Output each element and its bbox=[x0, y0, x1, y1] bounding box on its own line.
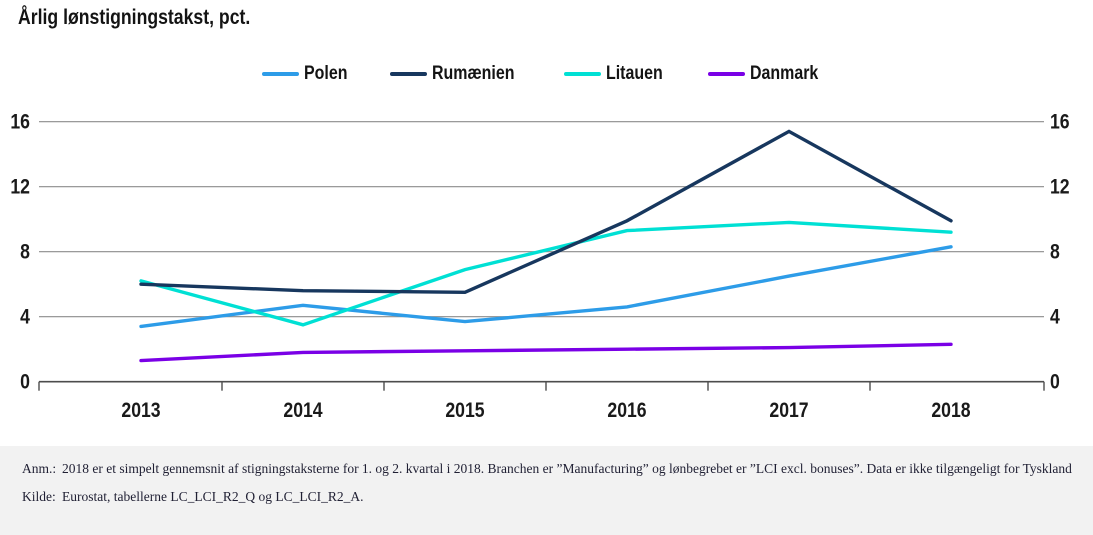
chart-title-text: Årlig lønstigningstakst, pct. bbox=[18, 6, 251, 29]
y-tick-right-4: 4 bbox=[1050, 305, 1060, 329]
line-chart: 0 0 4 4 8 8 12 12 16 16 2013 2014 2015 2016 2017 2018 bbox=[10, 110, 1070, 423]
y-tick-right-12: 12 bbox=[1050, 175, 1070, 199]
legend-item-polen: Polen bbox=[262, 63, 356, 85]
chart-legend: Polen Rumænien Litauen Danmark bbox=[0, 60, 1093, 88]
legend-label-danmark: Danmark bbox=[749, 63, 818, 84]
legend-item-litauen: Litauen bbox=[564, 63, 674, 85]
line-rumaenien bbox=[139, 129, 953, 295]
x-tick-2018: 2018 bbox=[931, 399, 970, 423]
y-tick-right-16: 16 bbox=[1050, 110, 1070, 134]
x-tick-2014: 2014 bbox=[283, 399, 322, 423]
footnote-note-text: 2018 er et simpelt gennemsnit af stignin… bbox=[62, 461, 1072, 476]
chart-title: Årlig lønstigningstakst, pct. bbox=[18, 6, 295, 30]
footnote-box: Anm.: 2018 er et simpelt gennemsnit af s… bbox=[0, 446, 1093, 535]
y-tick-right-0: 0 bbox=[1050, 370, 1060, 394]
line-polen bbox=[139, 245, 953, 329]
footnote-note: Anm.: 2018 er et simpelt gennemsnit af s… bbox=[22, 459, 1075, 479]
legend-label-rumaenien: Rumænien bbox=[431, 63, 515, 84]
line-danmark bbox=[139, 342, 953, 363]
legend-label-litauen: Litauen bbox=[606, 63, 663, 84]
y-tick-left-8: 8 bbox=[20, 240, 30, 264]
y-tick-left-0: 0 bbox=[20, 370, 30, 394]
legend-item-rumaenien: Rumænien bbox=[389, 63, 530, 85]
y-tick-left-12: 12 bbox=[10, 175, 30, 199]
line-litauen bbox=[139, 220, 953, 327]
legend-swatch-danmark bbox=[707, 72, 745, 76]
x-tick-2013: 2013 bbox=[121, 399, 160, 423]
chart-plot-area: 0 0 4 4 8 8 12 12 16 16 2013 2014 2015 2016 2017 2018 bbox=[0, 90, 1093, 440]
legend-swatch-polen bbox=[262, 72, 300, 76]
x-tick-2017: 2017 bbox=[769, 399, 808, 423]
footnote-note-label: Anm.: bbox=[22, 461, 57, 476]
x-tick-2016: 2016 bbox=[607, 399, 646, 423]
legend-swatch-rumaenien bbox=[389, 72, 427, 76]
footnote-source-label: Kilde: bbox=[22, 488, 56, 504]
y-tick-left-4: 4 bbox=[20, 305, 30, 329]
legend-item-danmark: Danmark bbox=[707, 63, 831, 85]
x-tick-2015: 2015 bbox=[445, 399, 484, 423]
y-tick-right-8: 8 bbox=[1050, 240, 1060, 264]
legend-label-polen: Polen bbox=[304, 63, 348, 84]
footnote-source: Kilde: Eurostat, tabellerne LC_LCI_R2_Q … bbox=[22, 487, 1075, 507]
y-tick-left-16: 16 bbox=[10, 110, 30, 134]
legend-swatch-litauen bbox=[564, 72, 602, 76]
footnote-source-text: Eurostat, tabellerne LC_LCI_R2_Q og LC_L… bbox=[62, 488, 364, 504]
